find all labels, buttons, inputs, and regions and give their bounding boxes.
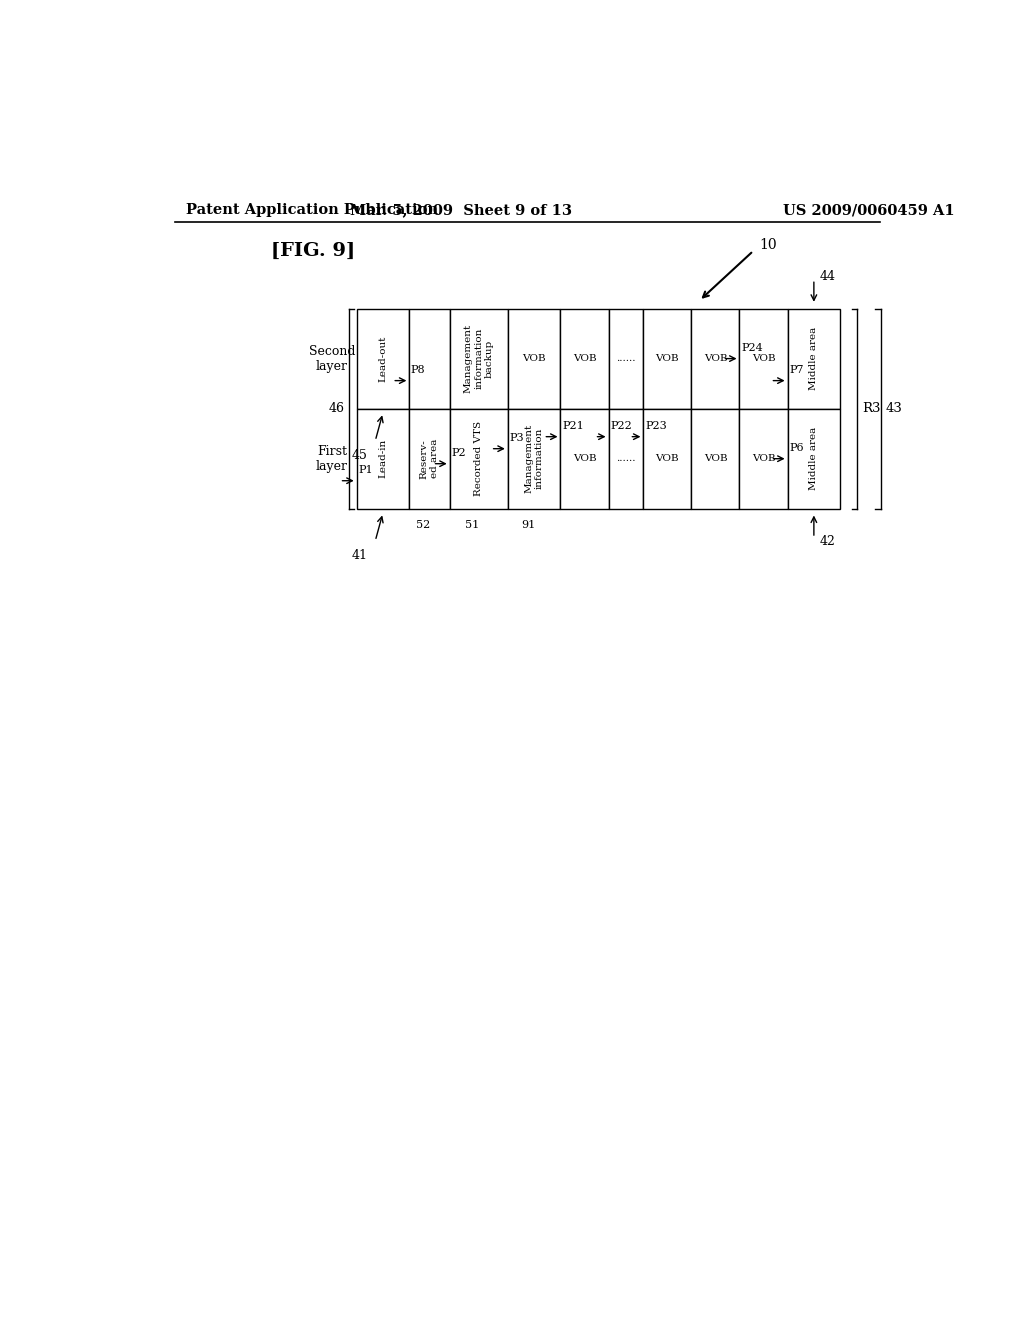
Bar [356, 309, 410, 409]
Bar [787, 309, 841, 409]
Text: Patent Application Publication: Patent Application Publication [186, 203, 438, 216]
Bar [508, 409, 560, 508]
Text: VOB: VOB [752, 354, 775, 363]
Text: Management
information
backup: Management information backup [464, 323, 494, 393]
Text: P2: P2 [452, 447, 466, 458]
Bar [508, 309, 560, 409]
Text: Lead-out: Lead-out [379, 335, 387, 381]
Text: VOB: VOB [752, 454, 775, 463]
Text: 46: 46 [329, 403, 344, 416]
Bar [410, 309, 450, 409]
Bar [356, 409, 410, 508]
Text: P22: P22 [610, 421, 632, 430]
Text: 51: 51 [465, 520, 479, 529]
Bar [739, 409, 787, 508]
Text: ......: ...... [616, 354, 636, 363]
Bar [691, 309, 739, 409]
Text: VOB: VOB [522, 354, 546, 363]
Text: P7: P7 [790, 364, 804, 375]
Bar [410, 409, 450, 508]
Text: 10: 10 [760, 239, 777, 252]
Bar [450, 409, 508, 508]
Text: VOB: VOB [572, 354, 596, 363]
Text: P3: P3 [509, 433, 524, 444]
Bar [787, 409, 841, 508]
Text: Mar. 5, 2009  Sheet 9 of 13: Mar. 5, 2009 Sheet 9 of 13 [350, 203, 572, 216]
Bar [691, 409, 739, 508]
Bar [739, 309, 787, 409]
Text: 91: 91 [521, 520, 535, 529]
Text: 45: 45 [351, 449, 368, 462]
Text: Reserv-
ed area: Reserv- ed area [420, 438, 439, 479]
Bar [560, 309, 608, 409]
Text: R3: R3 [862, 403, 881, 416]
Text: P23: P23 [645, 421, 667, 430]
Text: Management
information: Management information [524, 424, 544, 494]
Bar [643, 309, 691, 409]
Text: Second
layer: Second layer [308, 345, 355, 372]
Text: P21: P21 [562, 421, 584, 430]
Text: Recorded VTS: Recorded VTS [474, 421, 483, 496]
Text: 43: 43 [885, 403, 902, 416]
Text: Lead-in: Lead-in [379, 440, 387, 478]
Text: P24: P24 [741, 343, 763, 352]
Text: ......: ...... [616, 454, 636, 463]
Text: Middle area: Middle area [809, 327, 818, 391]
Text: 42: 42 [820, 535, 836, 548]
Text: VOB: VOB [572, 454, 596, 463]
Bar [450, 309, 508, 409]
Bar [643, 409, 691, 508]
Text: VOB: VOB [655, 454, 679, 463]
Text: VOB: VOB [655, 354, 679, 363]
Bar [608, 409, 643, 508]
Bar [608, 309, 643, 409]
Bar [560, 409, 608, 508]
Text: [FIG. 9]: [FIG. 9] [271, 242, 355, 260]
Text: VOB: VOB [703, 454, 727, 463]
Text: P8: P8 [411, 364, 426, 375]
Text: First
layer: First layer [315, 445, 348, 473]
Text: 44: 44 [820, 269, 836, 282]
Text: US 2009/0060459 A1: US 2009/0060459 A1 [783, 203, 954, 216]
Text: 52: 52 [416, 520, 430, 529]
Text: P1: P1 [358, 465, 373, 475]
Text: P6: P6 [790, 444, 804, 453]
Text: 41: 41 [351, 549, 368, 562]
Text: Middle area: Middle area [809, 428, 818, 490]
Text: VOB: VOB [703, 354, 727, 363]
